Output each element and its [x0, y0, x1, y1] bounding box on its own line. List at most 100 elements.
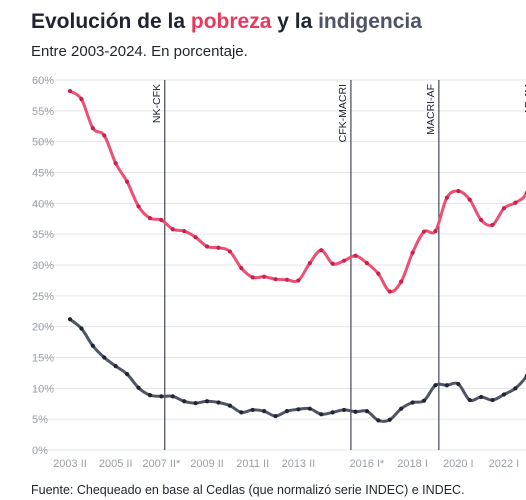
data-point-pobreza [467, 197, 472, 202]
data-point-indigencia [364, 409, 370, 414]
y-tick-label: 25% [32, 291, 54, 303]
data-point-pobreza [296, 278, 301, 283]
series-line-indigencia [68, 317, 526, 423]
x-tick-label: 2013 II [282, 458, 316, 470]
x-tick-label: 2022 I [489, 458, 520, 470]
x-tick-label: 2016 I* [349, 458, 385, 470]
data-point-pobreza [136, 204, 141, 209]
data-point-indigencia [353, 409, 358, 414]
data-point-indigencia [125, 372, 130, 377]
x-tick-label: 2009 II [190, 458, 224, 470]
y-tick-label: 35% [32, 229, 54, 241]
period-label: NK-CFK [151, 84, 163, 123]
data-point-indigencia [479, 394, 484, 400]
data-point-indigencia [330, 410, 335, 415]
data-point-pobreza [147, 216, 153, 221]
data-point-indigencia [444, 383, 449, 388]
y-tick-label: 55% [32, 106, 54, 118]
data-point-pobreza [79, 97, 84, 102]
chart-subtitle: Entre 2003-2024. En porcentaje. [31, 43, 248, 60]
data-point-indigencia [399, 406, 404, 411]
data-point-indigencia [341, 407, 347, 413]
data-point-pobreza [353, 253, 358, 258]
data-point-indigencia [250, 407, 255, 413]
data-point-indigencia [262, 409, 267, 414]
data-point-pobreza [204, 244, 210, 249]
data-point-pobreza [421, 229, 427, 234]
data-point-pobreza [387, 289, 392, 294]
title-pobreza: pobreza [190, 10, 272, 33]
title-prefix: Evolución de la [31, 10, 191, 33]
data-point-indigencia [90, 343, 95, 348]
title-mid: y la [271, 10, 319, 33]
data-point-pobreza [193, 235, 198, 240]
period-label: CFK-MACRI [337, 84, 349, 142]
data-point-pobreza [273, 277, 278, 282]
data-point-indigencia [102, 355, 107, 360]
title-indigencia: indigencia [318, 10, 422, 33]
data-point-indigencia [387, 417, 392, 422]
data-point-indigencia [421, 398, 427, 403]
x-tick-label: 2005 II [99, 458, 133, 470]
data-point-pobreza [364, 261, 370, 266]
y-tick-label: 5% [32, 414, 48, 426]
data-point-pobreza [227, 249, 232, 254]
y-tick-label: 40% [32, 198, 54, 210]
data-point-indigencia [410, 400, 415, 405]
x-tick-label: 2011 II [236, 458, 269, 470]
data-point-pobreza [410, 250, 415, 255]
data-point-pobreza [262, 274, 267, 279]
data-point-pobreza [433, 228, 438, 234]
period-label: AF-JM [523, 84, 526, 115]
data-point-pobreza [330, 261, 335, 266]
data-point-indigencia [376, 418, 381, 423]
data-point-indigencia [307, 406, 312, 411]
data-point-pobreza [479, 217, 484, 223]
data-point-indigencia [113, 364, 118, 369]
data-point-indigencia [193, 401, 198, 406]
data-point-pobreza [250, 275, 255, 280]
data-point-indigencia [433, 383, 438, 388]
data-point-indigencia [159, 394, 164, 399]
data-point-pobreza [399, 279, 404, 284]
data-point-pobreza [102, 133, 107, 138]
x-tick-label: 2018 I [397, 458, 428, 470]
data-point-pobreza [319, 248, 324, 253]
source-note: Fuente: Chequeado en base al Cedlas (que… [31, 483, 465, 497]
data-point-indigencia [273, 413, 278, 419]
data-point-pobreza [307, 261, 312, 266]
data-point-indigencia [284, 409, 290, 414]
data-point-pobreza [341, 258, 347, 263]
data-point-indigencia [216, 400, 221, 405]
y-tick-label: 45% [32, 168, 54, 180]
data-point-pobreza [284, 277, 290, 282]
data-point-pobreza [67, 89, 73, 94]
data-point-pobreza [125, 179, 130, 184]
data-point-pobreza [376, 271, 381, 276]
data-point-pobreza [456, 188, 461, 194]
x-tick-label: 2007 II* [142, 458, 181, 470]
data-point-pobreza [113, 161, 118, 166]
y-tick-label: 15% [32, 353, 54, 365]
y-tick-label: 60% [32, 75, 54, 87]
data-point-indigencia [67, 317, 73, 322]
data-point-pobreza [170, 227, 175, 232]
data-point-pobreza [513, 200, 518, 205]
data-point-indigencia [136, 385, 141, 390]
data-point-pobreza [159, 217, 164, 223]
data-point-indigencia [490, 397, 495, 403]
data-point-indigencia [501, 392, 507, 397]
x-tick-label: 2003 II [53, 458, 87, 470]
data-point-indigencia [513, 386, 518, 391]
data-point-pobreza [216, 245, 221, 250]
y-tick-label: 10% [32, 383, 54, 395]
data-point-pobreza [90, 126, 95, 131]
data-point-indigencia [79, 326, 84, 331]
data-point-indigencia [239, 410, 244, 415]
y-tick-label: 50% [32, 137, 54, 149]
data-point-pobreza [182, 228, 187, 234]
y-tick-label: 0% [32, 445, 48, 457]
data-point-indigencia [456, 381, 461, 387]
data-point-indigencia [296, 407, 301, 412]
data-point-indigencia [182, 399, 187, 404]
